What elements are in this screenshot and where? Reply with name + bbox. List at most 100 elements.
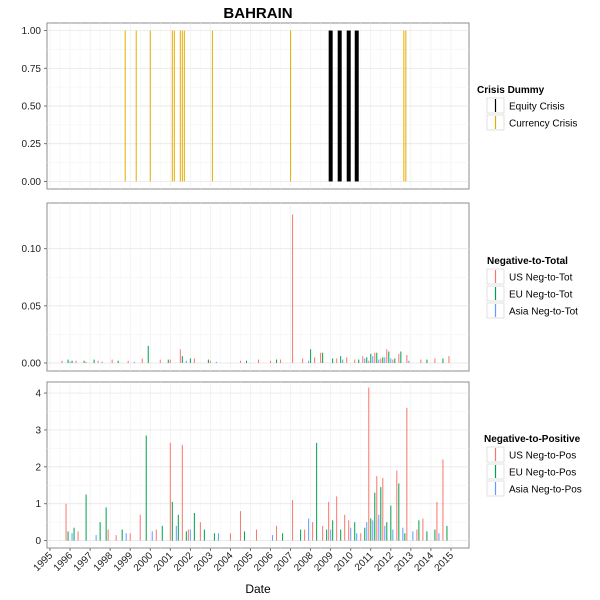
legend-title-neg-to-pos: Negative-to-Positive — [484, 434, 581, 445]
legend-label: US Neg-to-Tot — [509, 273, 573, 284]
bar-us-neg-to-tot-17 — [302, 358, 304, 363]
bar-asia-neg-to-tot-5 — [308, 360, 310, 363]
bar-us-neg-to-pos-28 — [406, 407, 408, 541]
bar-us-neg-to-pos-0 — [65, 503, 67, 541]
bar-currency-crisis-7 — [183, 30, 185, 182]
bar-us-neg-to-pos-32 — [442, 459, 444, 541]
bar-equity-crisis-0 — [328, 30, 333, 182]
bar-eu-neg-to-pos-5 — [121, 529, 123, 541]
bar-asia-neg-to-pos-16 — [392, 529, 394, 541]
bar-us-neg-to-pos-8 — [181, 444, 183, 541]
bar-eu-neg-to-pos-16 — [300, 529, 302, 541]
bar-asia-neg-to-tot-12 — [408, 360, 410, 363]
legend-label: Asia Neg-to-Tot — [509, 307, 578, 318]
x-tick-label: 1998 — [92, 550, 116, 574]
bar-us-neg-to-tot-19 — [320, 352, 322, 363]
bar-us-neg-to-tot-4 — [111, 359, 113, 363]
bar-eu-neg-to-pos-2 — [85, 494, 87, 541]
legend-neg-to-pos: Negative-to-Positive US Neg-to-Pos EU Neg… — [484, 434, 582, 497]
bars-crisis — [124, 30, 407, 182]
bar-eu-neg-to-pos-11 — [193, 512, 195, 541]
bar-eu-neg-to-pos-30 — [418, 520, 420, 541]
bar-us-neg-to-tot-2 — [85, 361, 87, 363]
bar-asia-neg-to-pos-19 — [438, 533, 440, 541]
bar-us-neg-to-tot-23 — [362, 356, 364, 363]
y-tick-label: 1.00 — [22, 26, 42, 37]
bar-asia-neg-to-pos-0 — [71, 533, 73, 541]
bar-eu-neg-to-pos-19 — [332, 520, 334, 541]
bar-eu-neg-to-tot-25 — [442, 358, 444, 363]
bar-us-neg-to-tot-9 — [179, 349, 181, 363]
y-axis-neg-to-pos: 0 1 2 3 4 — [35, 389, 47, 547]
bar-us-neg-to-pos-21 — [344, 514, 346, 541]
bar-eu-neg-to-pos-18 — [326, 529, 328, 541]
bar-asia-neg-to-pos-10 — [350, 527, 352, 541]
bar-eu-neg-to-tot-6 — [167, 359, 169, 363]
bar-us-neg-to-pos-30 — [422, 518, 424, 541]
bar-us-neg-to-pos-26 — [382, 477, 384, 541]
legend-title-crisis: Crisis Dummy — [477, 85, 545, 96]
bar-us-neg-to-tot-16 — [292, 214, 294, 363]
y-axis-neg-to-tot: 0.00 0.05 0.10 — [22, 244, 47, 370]
bar-asia-neg-to-pos-3 — [151, 531, 153, 541]
bar-eu-neg-to-pos-7 — [161, 525, 163, 541]
bar-asia-neg-to-tot-10 — [384, 357, 386, 363]
y-tick-label: 0.05 — [22, 301, 42, 312]
bar-us-neg-to-pos-14 — [276, 525, 278, 541]
bar-eu-neg-to-tot-10 — [245, 360, 247, 363]
bar-eu-neg-to-pos-3 — [99, 522, 101, 541]
bar-eu-neg-to-pos-23 — [370, 518, 372, 541]
y-tick-label: 4 — [35, 389, 41, 400]
x-tick-label: 2000 — [132, 550, 156, 574]
bar-us-neg-to-tot-22 — [354, 359, 356, 363]
x-tick-label: 2001 — [152, 550, 176, 574]
bar-us-neg-to-pos-16 — [304, 529, 306, 541]
legend-label: Currency Crisis — [509, 119, 577, 130]
bar-us-neg-to-pos-3 — [115, 535, 117, 541]
plot-area-neg-to-tot — [46, 202, 470, 372]
x-tick-label: 2010 — [332, 550, 356, 574]
bar-eu-neg-to-pos-22 — [364, 527, 366, 541]
bar-us-neg-to-pos-27 — [396, 470, 398, 541]
panel-crisis-dummy: 0.00 0.25 0.50 0.75 1.00 Crisis Dummy Equity… — [22, 22, 577, 190]
bar-us-neg-to-pos-24 — [368, 387, 370, 541]
bar-eu-neg-to-tot-20 — [382, 357, 384, 363]
bar-us-neg-to-pos-17 — [312, 522, 314, 541]
bar-us-neg-to-pos-20 — [336, 496, 338, 541]
bar-currency-crisis-8 — [211, 30, 213, 182]
bar-eu-neg-to-tot-2 — [83, 360, 85, 363]
x-axis: 1995199619971998199920002001200220032004… — [32, 548, 456, 574]
legend-label: Asia Neg-to-Pos — [509, 485, 582, 496]
bar-eu-neg-to-tot-7 — [181, 356, 183, 363]
bar-currency-crisis-1 — [135, 30, 137, 182]
bar-eu-neg-to-tot-11 — [276, 359, 278, 363]
bar-asia-neg-to-pos-2 — [125, 533, 127, 541]
bar-eu-neg-to-tot-17 — [366, 357, 368, 363]
bar-eu-neg-to-tot-3 — [93, 359, 95, 363]
bar-us-neg-to-tot-15 — [280, 359, 282, 363]
x-tick-label: 2014 — [413, 550, 437, 574]
bar-us-neg-to-tot-8 — [169, 359, 171, 363]
bar-us-neg-to-pos-12 — [239, 511, 241, 541]
bar-asia-neg-to-tot-4 — [215, 361, 217, 363]
panel-negative-to-positive: 0 1 2 3 4 Negative-to-Positive US Neg-to-Pos… — [35, 381, 582, 549]
bar-eu-neg-to-pos-25 — [380, 487, 382, 541]
x-tick-label: 2011 — [353, 550, 376, 573]
bar-eu-neg-to-tot-8 — [189, 358, 191, 363]
bar-us-neg-to-tot-26 — [380, 358, 382, 363]
legend-title-neg-to-tot: Negative-to-Total — [487, 256, 568, 267]
bar-eu-neg-to-tot-15 — [340, 356, 342, 363]
x-tick-label: 2006 — [252, 550, 276, 574]
legend-label: EU Neg-to-Pos — [509, 468, 576, 479]
x-tick-label: 2003 — [192, 550, 216, 574]
bar-us-neg-to-pos-11 — [229, 533, 231, 541]
bar-eu-neg-to-tot-5 — [147, 345, 149, 363]
bar-asia-neg-to-tot-11 — [390, 358, 392, 363]
bar-us-neg-to-tot-30 — [406, 355, 408, 363]
bar-asia-neg-to-pos-18 — [412, 531, 414, 541]
bar-eu-neg-to-tot-16 — [358, 359, 360, 363]
x-tick-label: 2002 — [172, 550, 196, 574]
y-axis-crisis: 0.00 0.25 0.50 0.75 1.00 — [22, 26, 47, 188]
bar-eu-neg-to-pos-31 — [426, 531, 428, 541]
